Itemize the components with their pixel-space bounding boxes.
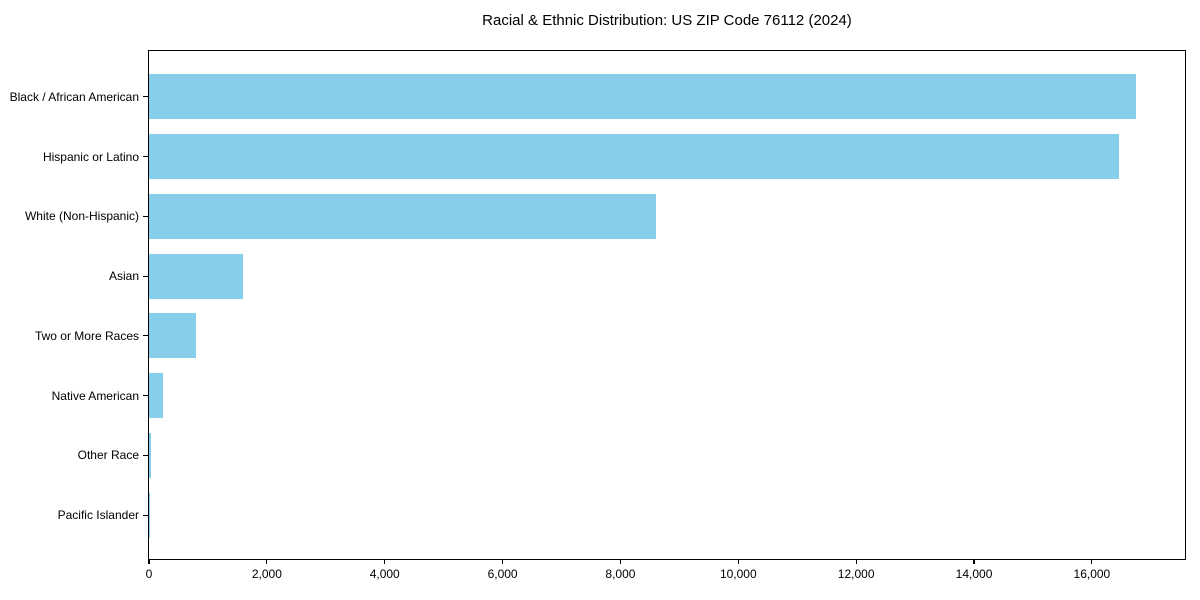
bar — [149, 193, 656, 239]
y-axis-category-label: Native American — [51, 388, 139, 403]
chart-title: Racial & Ethnic Distribution: US ZIP Cod… — [482, 12, 852, 29]
bar — [149, 432, 151, 478]
chart-row: Pacific Islander — [58, 485, 1185, 545]
x-axis-tick-label: 2,000 — [251, 567, 282, 581]
x-axis-tick-label: 4,000 — [369, 567, 400, 581]
y-axis-tick-mark — [143, 215, 148, 217]
y-axis-category-label: Other Race — [77, 448, 139, 463]
bar — [149, 313, 197, 359]
x-axis-tick-label: 12,000 — [837, 567, 875, 581]
x-axis-tick-mark — [855, 559, 857, 564]
y-axis-category-label: Two or More Races — [34, 328, 139, 343]
chart-row: Other Race — [78, 426, 1185, 486]
bar — [149, 492, 150, 538]
x-axis-tick-label: 16,000 — [1073, 567, 1111, 581]
y-axis-tick-mark — [143, 454, 148, 456]
chart-row: Two or More Races — [35, 306, 1185, 366]
y-axis-category-label: Black / African American — [9, 89, 139, 104]
y-axis-tick-mark — [143, 96, 148, 98]
bar — [149, 253, 244, 299]
y-axis-tick-mark — [143, 395, 148, 397]
y-axis-category-label: White (Non-Hispanic) — [24, 209, 139, 224]
x-axis-tick-mark — [148, 559, 150, 564]
y-axis-tick-mark — [143, 275, 148, 277]
x-axis-tick-mark — [737, 559, 739, 564]
x-axis-tick-label: 8,000 — [605, 567, 636, 581]
y-axis-category-label: Pacific Islander — [57, 508, 139, 523]
bar — [149, 373, 163, 419]
chart-row: Asian — [109, 246, 1185, 306]
x-axis-tick-label: 10,000 — [719, 567, 757, 581]
x-axis-tick-label: 0 — [145, 567, 153, 581]
x-axis-tick-mark — [501, 559, 504, 564]
plot-area: Black / African American Hispanic or Lati… — [10, 50, 1186, 581]
y-axis-tick-mark — [143, 156, 148, 158]
x-axis-tick-mark — [384, 559, 386, 564]
chart-row: Hispanic or Latino — [43, 127, 1185, 187]
x-axis-tick-label: 14,000 — [955, 567, 993, 581]
bar — [149, 134, 1119, 180]
x-axis-tick-mark — [1091, 559, 1093, 564]
y-axis-tick-mark — [143, 335, 148, 337]
chart-row: Native American — [52, 366, 1185, 426]
x-axis-tick-label: 6,000 — [487, 567, 518, 581]
y-axis-tick-mark — [143, 514, 148, 516]
y-axis-category-label: Asian — [108, 269, 139, 284]
x-axis-tick-mark — [266, 559, 268, 564]
bar — [149, 74, 1137, 120]
plot-rows: Black / African American Hispanic or Lati… — [10, 51, 1185, 559]
chart-row: Black / African American — [10, 67, 1185, 127]
y-axis-category-label: Hispanic or Latino — [42, 149, 139, 164]
chart-row: White (Non-Hispanic) — [25, 187, 1185, 247]
x-axis-tick-mark — [619, 559, 622, 564]
x-axis-tick-mark — [973, 559, 975, 564]
